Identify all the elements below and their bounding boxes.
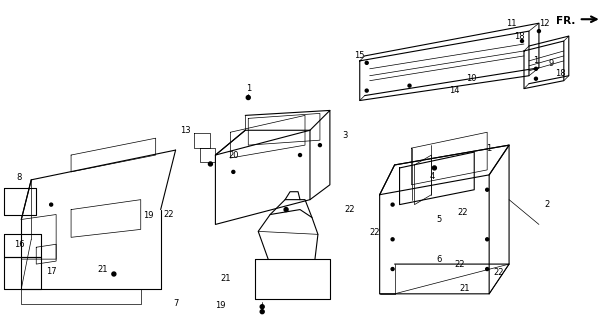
Text: FR.: FR.: [556, 16, 575, 26]
Text: 12: 12: [539, 19, 549, 28]
Text: 22: 22: [163, 210, 174, 219]
Circle shape: [260, 305, 264, 309]
Text: 21: 21: [459, 284, 470, 293]
Text: 21: 21: [220, 275, 231, 284]
Circle shape: [432, 166, 436, 170]
Text: 20: 20: [228, 150, 239, 160]
Text: 22: 22: [494, 268, 504, 276]
Text: 22: 22: [370, 228, 380, 237]
Text: 4: 4: [430, 172, 435, 181]
Circle shape: [486, 238, 489, 241]
Text: 17: 17: [46, 267, 57, 276]
Text: 10: 10: [466, 74, 476, 83]
Text: 22: 22: [345, 205, 355, 214]
Text: 1: 1: [246, 84, 251, 93]
Text: 6: 6: [437, 255, 442, 264]
Circle shape: [391, 238, 394, 241]
Text: 19: 19: [143, 211, 154, 220]
Circle shape: [112, 272, 116, 276]
Text: 13: 13: [180, 126, 191, 135]
Text: 7: 7: [173, 299, 178, 308]
Circle shape: [232, 171, 235, 173]
Text: 15: 15: [354, 52, 365, 60]
Text: 19: 19: [215, 301, 226, 310]
Circle shape: [260, 310, 264, 314]
Text: 18: 18: [514, 32, 525, 41]
Text: 18: 18: [556, 69, 566, 78]
Circle shape: [408, 84, 411, 87]
Circle shape: [209, 162, 212, 166]
Text: 3: 3: [342, 131, 348, 140]
Text: 14: 14: [449, 86, 459, 95]
Circle shape: [534, 77, 537, 80]
Text: 9: 9: [548, 59, 553, 68]
Text: 21: 21: [98, 265, 108, 274]
Circle shape: [49, 203, 52, 206]
Text: 22: 22: [454, 260, 465, 268]
Circle shape: [284, 208, 288, 212]
Circle shape: [365, 89, 368, 92]
Text: 11: 11: [506, 19, 516, 28]
Circle shape: [534, 67, 537, 70]
Circle shape: [391, 203, 394, 206]
Circle shape: [246, 96, 250, 100]
Circle shape: [537, 30, 540, 33]
Text: 8: 8: [16, 173, 22, 182]
Circle shape: [391, 268, 394, 270]
Text: 5: 5: [437, 215, 442, 224]
Circle shape: [298, 154, 301, 156]
Text: 16: 16: [14, 240, 24, 249]
Text: 1: 1: [487, 144, 492, 153]
Text: 1: 1: [533, 56, 539, 65]
Text: 2: 2: [544, 200, 550, 209]
Circle shape: [486, 268, 489, 270]
Circle shape: [318, 144, 321, 147]
Circle shape: [365, 61, 368, 64]
Circle shape: [520, 40, 523, 43]
Text: 22: 22: [457, 208, 467, 217]
Circle shape: [486, 188, 489, 191]
